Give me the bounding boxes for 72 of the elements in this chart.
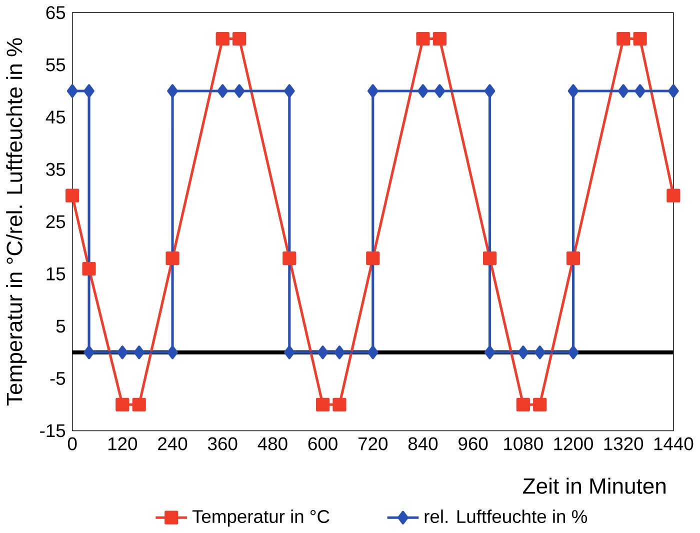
point: [132, 398, 146, 412]
y-tick-label: 35: [46, 162, 66, 176]
legend-label: Temperatur in °C: [192, 510, 330, 527]
x-tick-label: 480: [258, 437, 288, 450]
point: [482, 251, 497, 266]
y-tick-label: -15: [40, 424, 66, 438]
point: [566, 251, 580, 266]
point: [116, 398, 130, 412]
point: [84, 346, 94, 360]
point: [434, 84, 446, 98]
x-axis-title: Zeit in Minuten: [523, 478, 666, 494]
point: [484, 346, 496, 360]
point: [216, 32, 230, 46]
x-tick-label: 960: [458, 437, 488, 450]
point: [366, 251, 380, 266]
y-tick-label: 55: [46, 58, 66, 72]
point: [167, 346, 178, 360]
y-tick-label: 15: [46, 268, 66, 280]
point: [668, 84, 679, 98]
point: [117, 346, 128, 360]
point: [282, 251, 296, 266]
x-tick-label: 840: [408, 437, 438, 450]
x-tick-label: 720: [358, 437, 388, 450]
y-tick-label: 5: [56, 320, 66, 333]
point: [167, 84, 178, 98]
y-tick-label: 25: [46, 215, 66, 228]
point: [316, 398, 330, 412]
point: [234, 84, 245, 98]
point: [134, 346, 145, 360]
legend-label: rel. Luftfeuchte in %: [424, 510, 588, 524]
y-tick-label: 65: [46, 6, 66, 20]
point: [84, 84, 94, 98]
point: [616, 32, 630, 46]
point: [332, 398, 346, 412]
x-tick-label: 360: [208, 437, 238, 450]
x-tick-label: 120: [108, 437, 138, 450]
point: [418, 84, 428, 98]
point: [66, 188, 80, 202]
x-tick-label: 240: [158, 437, 188, 450]
x-tick-label: 1320: [604, 437, 644, 450]
point: [367, 84, 378, 98]
point: [284, 84, 295, 98]
point: [232, 32, 246, 46]
point: [634, 84, 646, 98]
x-tick-label: 0: [68, 437, 77, 450]
x-tick-label: 1440: [654, 437, 694, 450]
point: [568, 346, 579, 360]
x-tick-label: 600: [308, 437, 338, 450]
point: [484, 84, 496, 98]
point: [618, 84, 629, 98]
x-tick-label: 1080: [504, 437, 543, 450]
point: [534, 346, 546, 360]
point: [568, 84, 579, 98]
point: [334, 346, 345, 360]
point: [666, 188, 680, 202]
x-tick-label: 1200: [554, 437, 593, 450]
y-tick-label: -5: [50, 372, 66, 385]
point: [416, 32, 430, 46]
point: [284, 346, 295, 360]
point: [516, 398, 530, 412]
point: [633, 32, 647, 46]
y-tick-label: 45: [46, 110, 66, 124]
point: [166, 251, 180, 266]
point: [317, 346, 328, 360]
point: [518, 346, 529, 360]
point: [82, 262, 96, 276]
point: [432, 32, 446, 46]
point: [533, 398, 547, 412]
point: [66, 84, 78, 98]
y-axis-title: Temperatur in °C/rel. Luftfeuchte in %: [6, 38, 27, 406]
point: [217, 84, 228, 98]
point: [367, 346, 378, 360]
